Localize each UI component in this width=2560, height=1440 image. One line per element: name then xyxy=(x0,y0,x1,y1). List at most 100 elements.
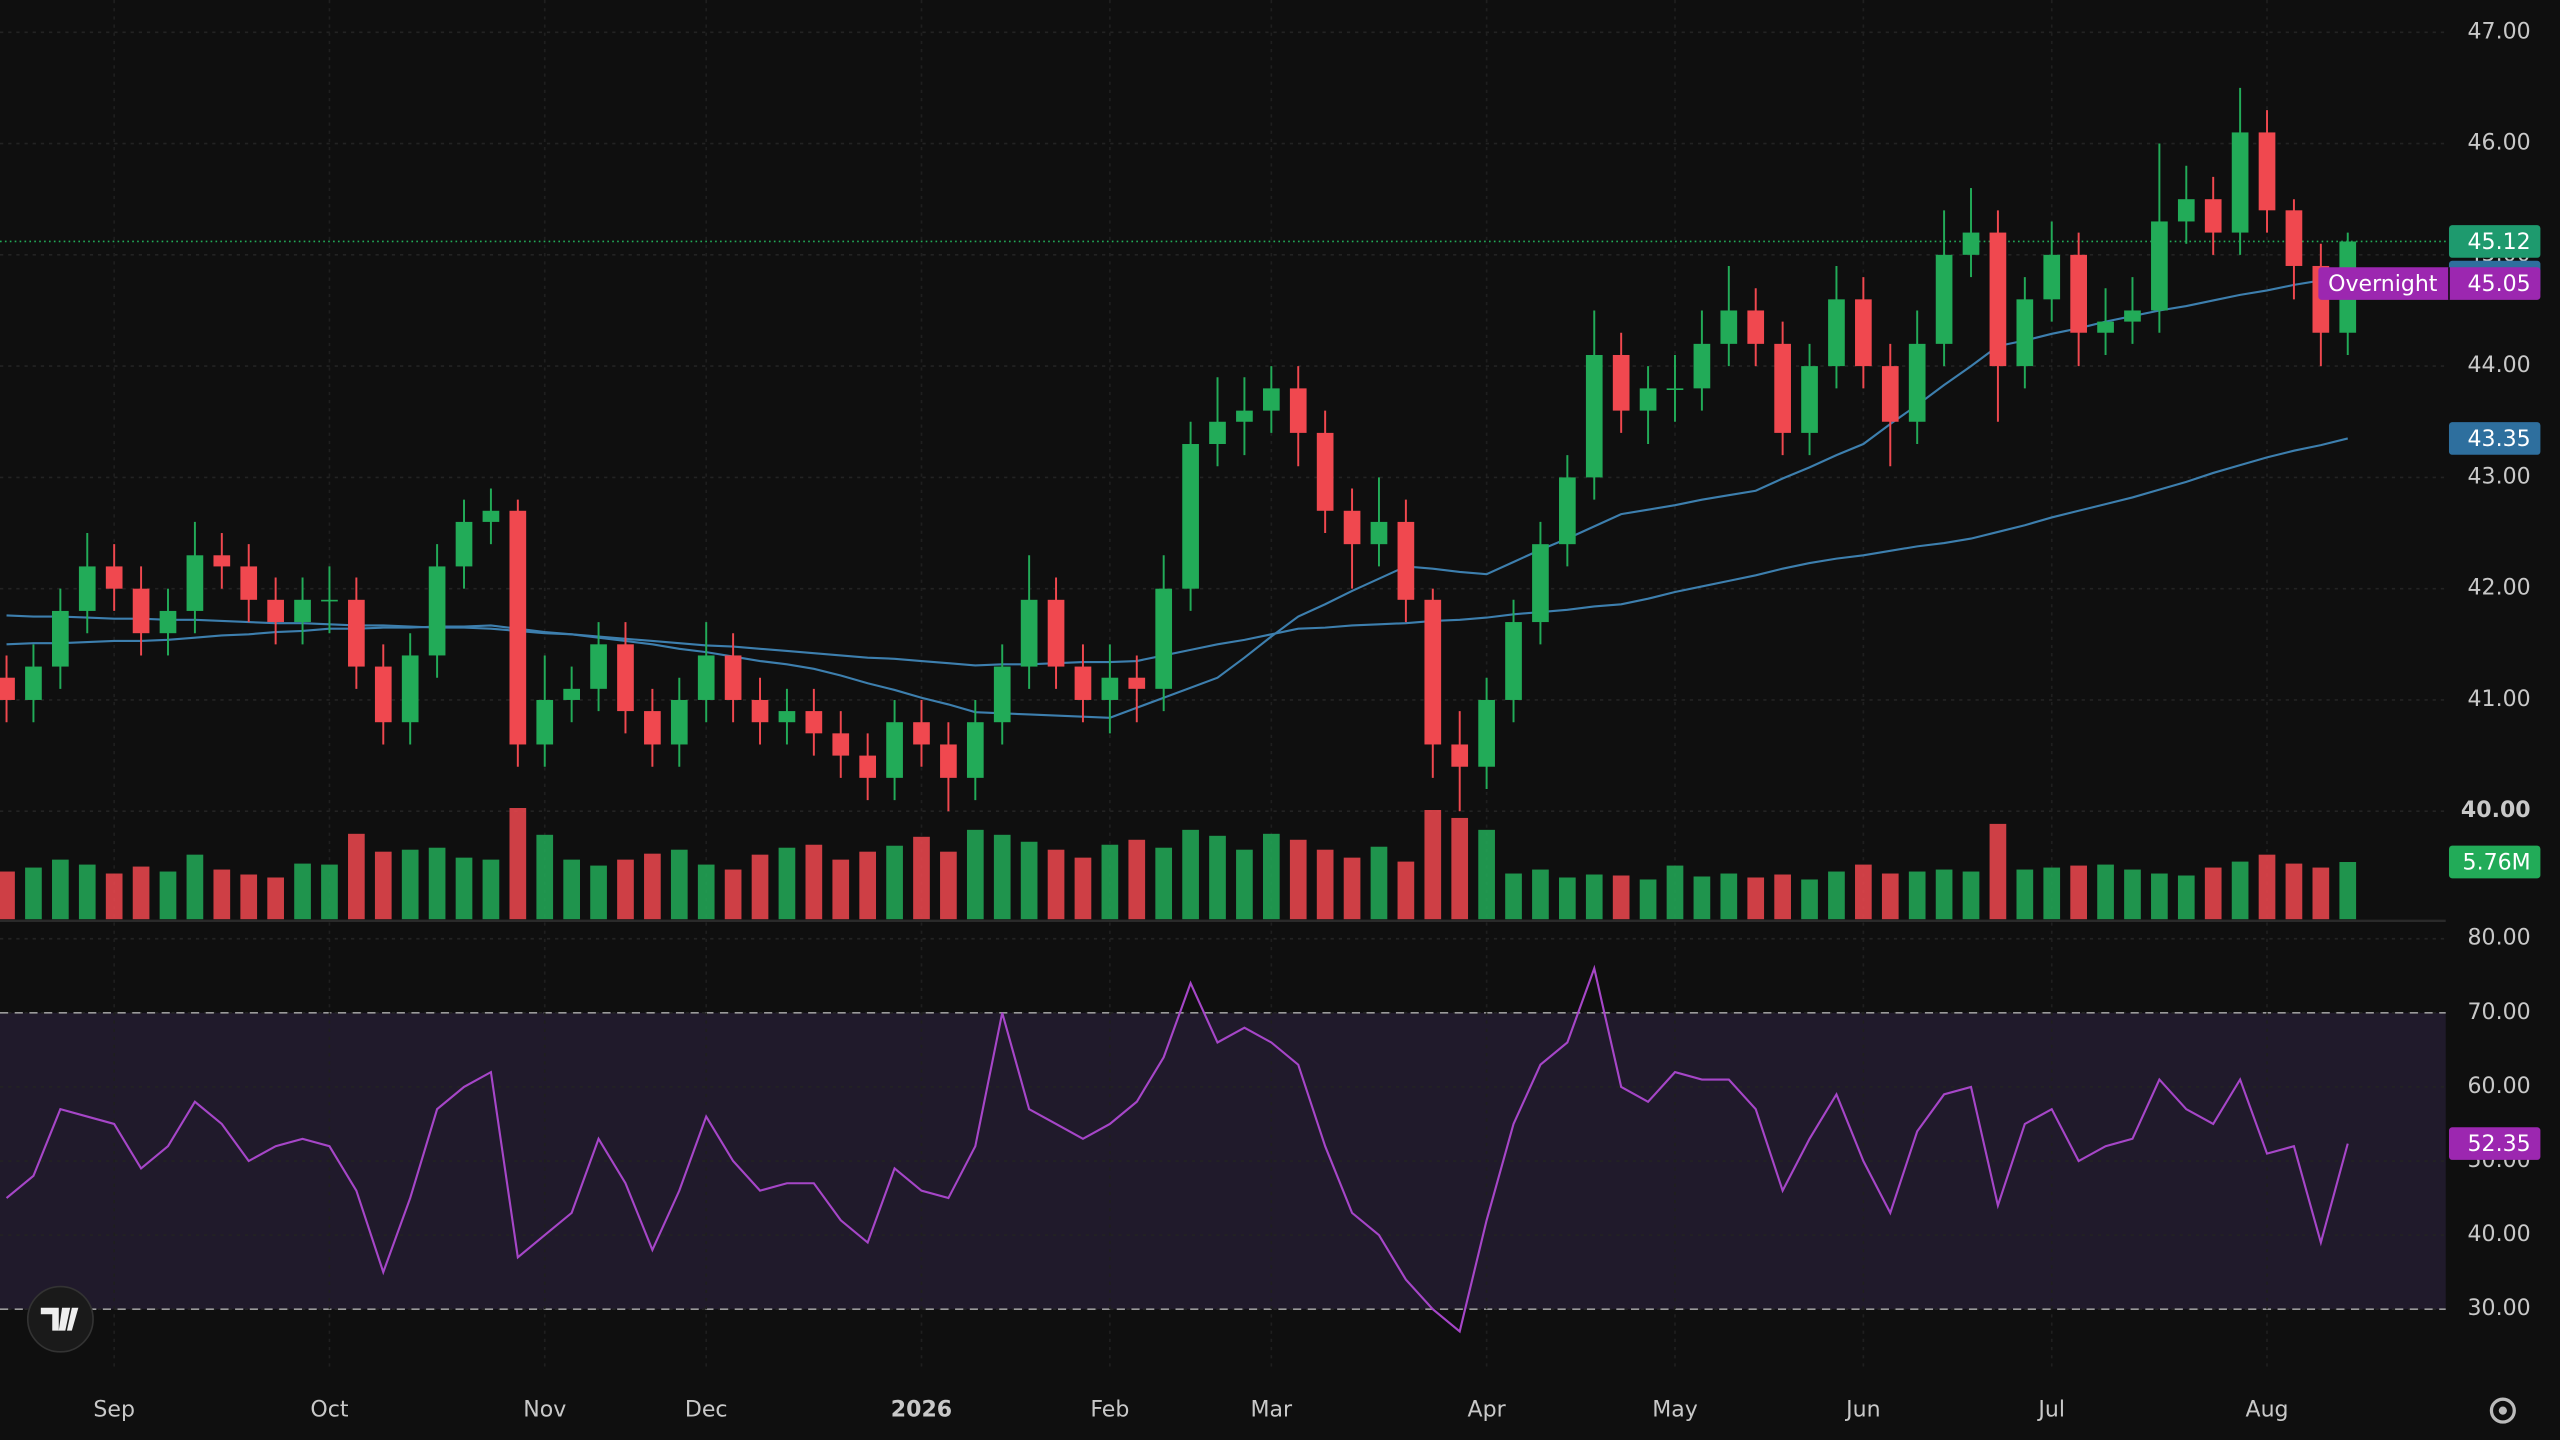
volume-bar xyxy=(2285,863,2303,920)
candle-body xyxy=(1693,343,1711,389)
volume-bar xyxy=(1505,873,1522,920)
volume-bar xyxy=(1182,829,1199,920)
volume-bar xyxy=(2097,864,2114,920)
candle-body xyxy=(1585,354,1603,478)
candle-body xyxy=(1262,388,1280,411)
volume-bar xyxy=(159,871,177,920)
rsi-tick-label: 60.00 xyxy=(2468,1074,2531,1099)
candle-body xyxy=(52,610,69,667)
volume-bar xyxy=(455,857,473,920)
settings-icon[interactable] xyxy=(2489,1397,2516,1424)
candle-body xyxy=(240,566,258,600)
overnight-value: 45.05 xyxy=(2468,272,2531,297)
candle-body xyxy=(105,566,123,589)
candle-body xyxy=(1881,366,1899,422)
rsi-tick-label: 40.00 xyxy=(2468,1222,2531,1247)
volume-bar xyxy=(428,847,446,920)
ma-badge-bg xyxy=(2448,422,2541,455)
candle-body xyxy=(1397,521,1415,600)
candle-body xyxy=(294,599,311,623)
candle-body xyxy=(348,599,365,667)
moving-average xyxy=(6,276,2348,719)
volume-bar xyxy=(1478,829,1495,920)
rsi-line xyxy=(5,964,2349,1334)
volume-bar xyxy=(993,834,1011,920)
volume-bar xyxy=(2016,869,2034,920)
candle-body xyxy=(1316,432,1334,511)
candle-body xyxy=(1747,310,1765,344)
volume-bar xyxy=(1639,879,1657,920)
candle-body xyxy=(1343,510,1361,545)
rsi-tick-label: 30.00 xyxy=(2468,1296,2531,1321)
volume-bar xyxy=(1451,817,1469,920)
candle-body xyxy=(1370,521,1388,545)
volume-bar xyxy=(105,873,123,920)
volume-bar xyxy=(832,859,850,920)
rsi-band xyxy=(0,1012,2446,1310)
volume-bar xyxy=(751,854,769,920)
candle-body xyxy=(913,722,930,745)
candle-body xyxy=(1451,744,1469,767)
volume-bar xyxy=(186,854,204,920)
candle-body xyxy=(993,666,1011,723)
volume-bar xyxy=(697,864,715,920)
y-tick-label: 43.00 xyxy=(2468,464,2531,489)
volume-bar xyxy=(2070,865,2087,920)
candle-body xyxy=(644,711,661,745)
volume-bar xyxy=(536,834,554,920)
candle-body xyxy=(1424,599,1442,745)
rsi-tick-label: 70.00 xyxy=(2468,1000,2531,1025)
volume-bar xyxy=(2312,867,2330,920)
candle-body xyxy=(940,744,957,778)
candle-body xyxy=(670,699,688,745)
volume-bar xyxy=(213,869,231,920)
candle-body xyxy=(697,655,715,700)
volume-bar xyxy=(1236,849,1253,920)
candle-body xyxy=(1989,232,2007,367)
volume-bar xyxy=(1128,839,1146,920)
candle-body xyxy=(0,677,15,700)
volume-bar xyxy=(348,833,365,920)
volume-bar xyxy=(1612,875,1630,920)
volume-bar xyxy=(294,863,311,920)
volume-bar xyxy=(2204,867,2222,920)
volume-bar xyxy=(805,844,823,920)
settings-gear[interactable] xyxy=(2489,1397,2516,1424)
volume-bar xyxy=(1828,871,1845,920)
candle-body xyxy=(2285,210,2303,266)
volume-bar xyxy=(267,877,284,920)
settings-center[interactable] xyxy=(2498,1406,2507,1415)
volume-bar xyxy=(1209,835,1226,920)
x-tick-label: 2026 xyxy=(891,1398,952,1423)
volume-bar xyxy=(1370,846,1388,920)
x-tick-label: Nov xyxy=(523,1398,566,1423)
volume-bar xyxy=(2339,862,2357,920)
candle-body xyxy=(778,711,796,723)
candle-body xyxy=(590,644,607,689)
candle-body xyxy=(2070,254,2087,333)
y-tick-label: 46.00 xyxy=(2468,131,2531,156)
volume-bar xyxy=(78,864,96,920)
candle-body xyxy=(25,666,42,700)
volume-bar xyxy=(1074,857,1092,920)
candle-body xyxy=(509,510,527,745)
candle-body xyxy=(374,666,392,723)
candle-body xyxy=(1801,366,1818,433)
candle-body xyxy=(2231,132,2249,233)
candle-body xyxy=(132,588,150,634)
volume-bar xyxy=(1666,865,1684,920)
candle-body xyxy=(213,555,231,567)
candle-body xyxy=(159,610,177,634)
last-price-badge: 45.12 xyxy=(2468,230,2531,255)
candle-body xyxy=(1047,599,1065,667)
y-tick-label: 44.00 xyxy=(2468,353,2531,378)
candle-body xyxy=(966,722,984,778)
candle-body xyxy=(1666,388,1684,391)
candle-body xyxy=(751,699,769,723)
rsi-badge-bg xyxy=(2448,1127,2541,1160)
volume-bar xyxy=(2043,867,2061,920)
